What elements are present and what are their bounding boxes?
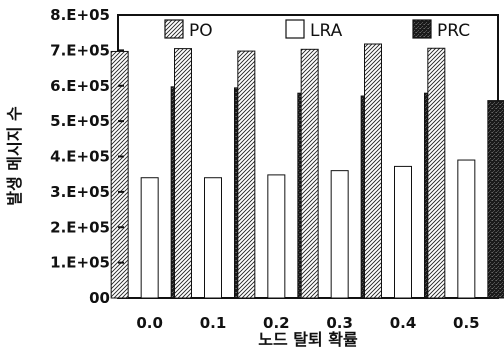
x-tick-label: 0.3 [326,314,353,332]
x-axis-title: 노드 탈퇴 확률 [258,330,358,349]
legend-swatch-po [164,19,184,39]
legend-swatch-prc [412,19,432,39]
legend-label-lra: LRA [310,21,343,41]
y-tick-label: 00 [89,289,110,307]
y-tick-label: 1.E+05 [50,254,110,272]
x-tick-label: 0.4 [390,314,417,332]
bar-po-0.1 [174,48,192,299]
y-axis-title: 발생 메시지 수 [5,106,24,206]
bar-lra-0.1 [204,177,222,299]
x-tick-label: 0.0 [136,314,163,332]
y-tick-label: 7.E+05 [50,41,110,59]
bar-lra-0.2 [267,174,286,299]
legend-label-prc: PRC [437,21,470,41]
y-tick-label: 4.E+05 [50,148,110,166]
x-tick-label: 0.1 [200,314,227,332]
bar-lra-0.3 [330,170,349,299]
x-tick-label: 0.5 [453,314,480,332]
y-axis-ticks: 00 1.E+05 2.E+05 3.E+05 4.E+05 5.E+05 6.E+05 7.… [50,6,124,307]
y-tick-label: 2.E+05 [50,218,110,236]
x-tick-label: 0.2 [263,314,290,332]
legend-swatch-lra [285,19,305,39]
bar-lra-0.4 [394,165,412,299]
y-tick-label: 6.E+05 [50,77,110,95]
y-tick-label: 8.E+05 [50,6,110,24]
bar-po-0.2 [237,50,256,299]
x-axis-ticks: 0.0 0.1 0.2 0.3 0.4 0.5 [136,314,479,332]
bar-po-0.5 [427,47,446,299]
y-tick-label: 5.E+05 [50,112,110,130]
legend: PO LRA PRC [164,19,470,41]
bar-po-0.0 [110,50,129,299]
bar-prc-0.5 [487,100,504,299]
bar-po-0.3 [300,48,319,299]
bar-lra-0.0 [140,177,159,299]
bar-po-0.4 [364,43,382,299]
bars-layer [110,43,504,299]
legend-label-po: PO [189,21,213,41]
y-tick-label: 3.E+05 [50,183,110,201]
bar-lra-0.5 [457,159,476,299]
